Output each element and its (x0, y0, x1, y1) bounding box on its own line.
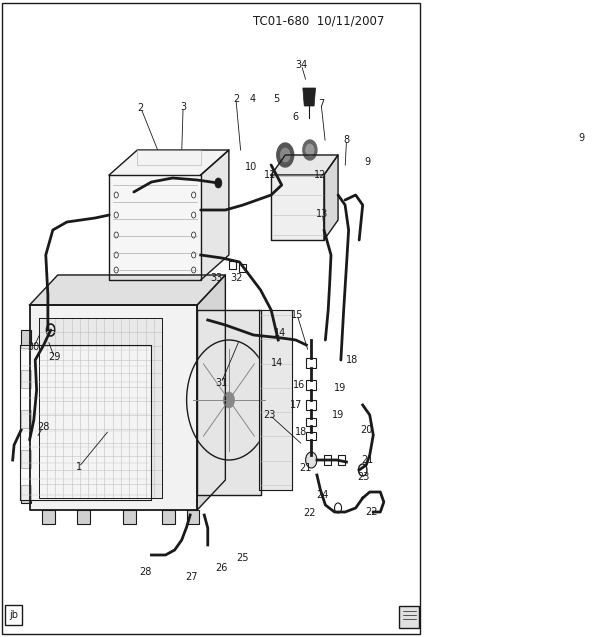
Text: jb: jb (9, 610, 18, 620)
Text: 3: 3 (180, 102, 186, 112)
Bar (400, 606, 419, 628)
Text: 15: 15 (291, 310, 304, 320)
Text: 28: 28 (37, 422, 49, 432)
Text: 30: 30 (28, 342, 40, 352)
Bar (338, 455, 345, 465)
Circle shape (223, 392, 235, 408)
Polygon shape (259, 310, 292, 490)
Circle shape (280, 148, 290, 162)
Text: 29: 29 (48, 352, 61, 362)
Text: 31: 31 (215, 378, 227, 388)
Text: 12: 12 (314, 170, 326, 180)
Text: 14: 14 (274, 328, 286, 338)
Text: 13: 13 (316, 209, 329, 219)
Bar (21, 330, 31, 348)
Text: 20: 20 (360, 425, 373, 435)
FancyBboxPatch shape (5, 605, 22, 625)
Text: 23: 23 (263, 410, 276, 420)
Bar (229, 261, 236, 269)
Polygon shape (271, 175, 324, 240)
Polygon shape (29, 305, 197, 510)
Bar (324, 455, 331, 465)
Text: 18: 18 (295, 427, 308, 437)
Text: 23: 23 (357, 472, 370, 482)
Text: 8: 8 (343, 135, 350, 145)
Text: 17: 17 (290, 400, 302, 410)
Text: TC01-680  10/11/2007: TC01-680 10/11/2007 (253, 14, 385, 27)
Text: 2: 2 (233, 94, 239, 104)
Bar (123, 510, 136, 524)
Text: 4: 4 (249, 94, 255, 104)
Bar (21, 370, 31, 388)
Bar (307, 400, 316, 410)
Circle shape (215, 178, 222, 188)
Bar (307, 358, 316, 368)
Text: 11: 11 (265, 170, 277, 180)
Bar (307, 380, 316, 390)
Text: 7: 7 (318, 99, 324, 109)
Text: 21: 21 (361, 455, 374, 465)
Polygon shape (109, 175, 201, 280)
Text: 34: 34 (295, 60, 308, 70)
Bar (21, 485, 31, 503)
Polygon shape (324, 155, 338, 240)
Text: 26: 26 (215, 563, 228, 573)
Text: 32: 32 (230, 273, 243, 283)
Text: 14: 14 (271, 358, 283, 368)
Text: 19: 19 (332, 410, 344, 420)
Polygon shape (39, 318, 162, 498)
Polygon shape (29, 275, 226, 305)
Bar (307, 432, 316, 440)
Polygon shape (20, 345, 151, 500)
Text: 10: 10 (245, 162, 257, 172)
Circle shape (303, 140, 317, 160)
Bar (239, 264, 247, 272)
Text: 27: 27 (185, 572, 198, 582)
Text: 9: 9 (578, 133, 584, 143)
Bar (21, 410, 31, 428)
Text: 2: 2 (138, 103, 144, 113)
Polygon shape (271, 155, 338, 175)
Polygon shape (201, 150, 229, 280)
Bar (162, 510, 175, 524)
Bar (307, 418, 316, 426)
Text: 21: 21 (299, 463, 311, 473)
Polygon shape (109, 150, 229, 175)
Text: 28: 28 (140, 567, 152, 577)
Bar (187, 510, 199, 524)
Bar (21, 450, 31, 468)
Text: 5: 5 (273, 94, 279, 104)
Text: 24: 24 (316, 490, 329, 500)
Text: 22: 22 (304, 508, 316, 518)
Text: 25: 25 (236, 553, 248, 563)
Bar (42, 510, 55, 524)
Polygon shape (303, 88, 316, 106)
Text: 18: 18 (346, 355, 358, 365)
Text: 6: 6 (293, 112, 299, 122)
Text: 19: 19 (334, 383, 346, 393)
Polygon shape (197, 275, 226, 510)
Text: 22: 22 (365, 507, 377, 517)
Text: 33: 33 (211, 273, 223, 283)
Text: 1: 1 (76, 462, 82, 472)
Polygon shape (197, 310, 260, 495)
Text: 9: 9 (365, 157, 371, 167)
Bar (77, 510, 90, 524)
Circle shape (277, 143, 293, 167)
Text: 16: 16 (292, 380, 305, 390)
Circle shape (305, 144, 314, 156)
Circle shape (305, 452, 317, 468)
